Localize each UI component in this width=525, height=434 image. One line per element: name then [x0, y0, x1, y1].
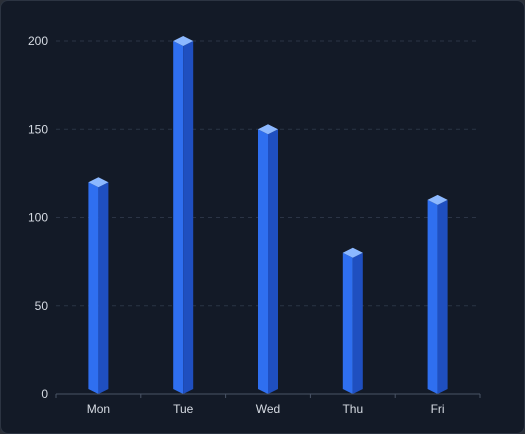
- bar-front-face: [427, 199, 438, 394]
- bar-front-face: [258, 129, 268, 394]
- x-axis-ticks: Mon Tue Wed Thu Fri: [55, 394, 481, 416]
- y-axis-ticks: 0 50 100 150 200: [28, 34, 48, 401]
- bar-side-face: [268, 129, 278, 394]
- bar-wed: [258, 124, 278, 394]
- bar-top-face: [258, 124, 278, 135]
- x-tick-label: Tue: [173, 402, 194, 416]
- bar-mon: [88, 177, 109, 394]
- x-tick-label: Thu: [342, 402, 363, 416]
- x-tick-label: Fri: [431, 402, 445, 416]
- bar-side-face: [352, 252, 363, 394]
- bar-thu: [342, 247, 363, 394]
- y-tick-label: 50: [35, 299, 49, 313]
- x-tick-label: Mon: [87, 402, 110, 416]
- bar-top-face: [427, 194, 448, 205]
- bar-fri: [427, 194, 448, 394]
- bar-side-face: [183, 41, 194, 394]
- bars-layer: [88, 36, 448, 394]
- y-tick-label: 100: [28, 211, 48, 225]
- bar-side-face: [437, 199, 448, 394]
- bar-front-face: [88, 182, 99, 394]
- y-tick-label: 200: [28, 34, 48, 48]
- bar-front-face: [342, 252, 353, 394]
- bar-side-face: [98, 182, 109, 394]
- bar-top-face: [342, 247, 363, 258]
- bar-top-face: [173, 36, 194, 46]
- y-tick-label: 150: [28, 122, 48, 136]
- y-tick-label: 0: [41, 387, 48, 401]
- bar-top-face: [88, 177, 109, 188]
- x-tick-label: Wed: [256, 402, 280, 416]
- bar-tue: [173, 36, 194, 394]
- bar-front-face: [173, 41, 184, 394]
